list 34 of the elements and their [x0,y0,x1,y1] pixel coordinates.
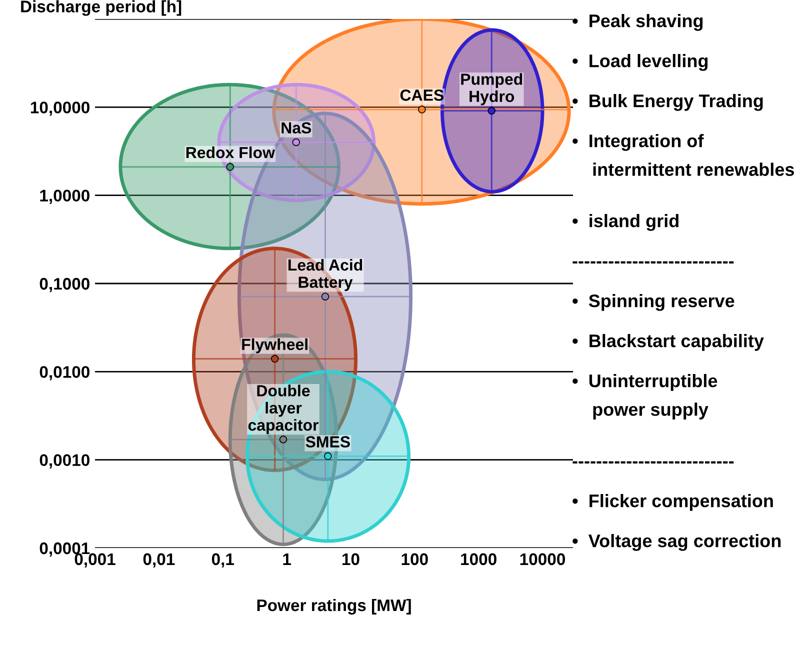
annotation: --------------------------- [572,261,734,264]
y-tick-label: 0,1000 [40,278,90,292]
y-tick-label: 0,0100 [40,366,90,380]
annotation: • Load levelling [572,54,708,71]
y-axis-title: Discharge period [h] [21,0,182,16]
series-label: NaS [282,122,312,134]
x-tick-label: 1000 [461,553,496,566]
annotation: --------------------------- [572,461,734,464]
series-label: Pumped Hydro [461,73,522,106]
y-tick-label: 10,0000 [30,102,90,116]
x-tick-label: 0,01 [143,553,175,568]
y-tick-label: 0,0010 [40,454,90,468]
y-tick-label: 1,0000 [40,190,90,204]
annotation: • Integration of intermittent renewables [572,134,794,176]
x-tick-label: 0,1 [212,553,234,568]
annotation: • Uninterruptible power supply [572,374,718,420]
series-label: Redox Flow [186,146,275,158]
x-axis-title: Power ratings [MW] [257,598,411,615]
annotation: • Flicker compensation [572,494,773,511]
series-label: Double layer capacitor [248,384,319,434]
annotation: • Voltage sag correction [572,534,781,551]
x-tick-label: 1 [283,553,291,565]
x-tick-label: 10 [342,553,360,566]
annotation: • Blackstart capability [572,334,764,351]
x-tick-label: 10000 [520,553,565,566]
series-label: Flywheel [242,338,308,354]
x-tick-label: 100 [402,553,428,566]
annotation: • Spinning reserve [572,294,734,311]
series-label: SMES [306,436,350,448]
series-label: Lead Acid Battery [288,258,362,292]
annotation: • Peak shaving [572,14,703,31]
annotation: • island grid [572,214,678,231]
annotation: • Bulk Energy Trading [572,94,763,111]
series-label: CAES [400,90,444,101]
